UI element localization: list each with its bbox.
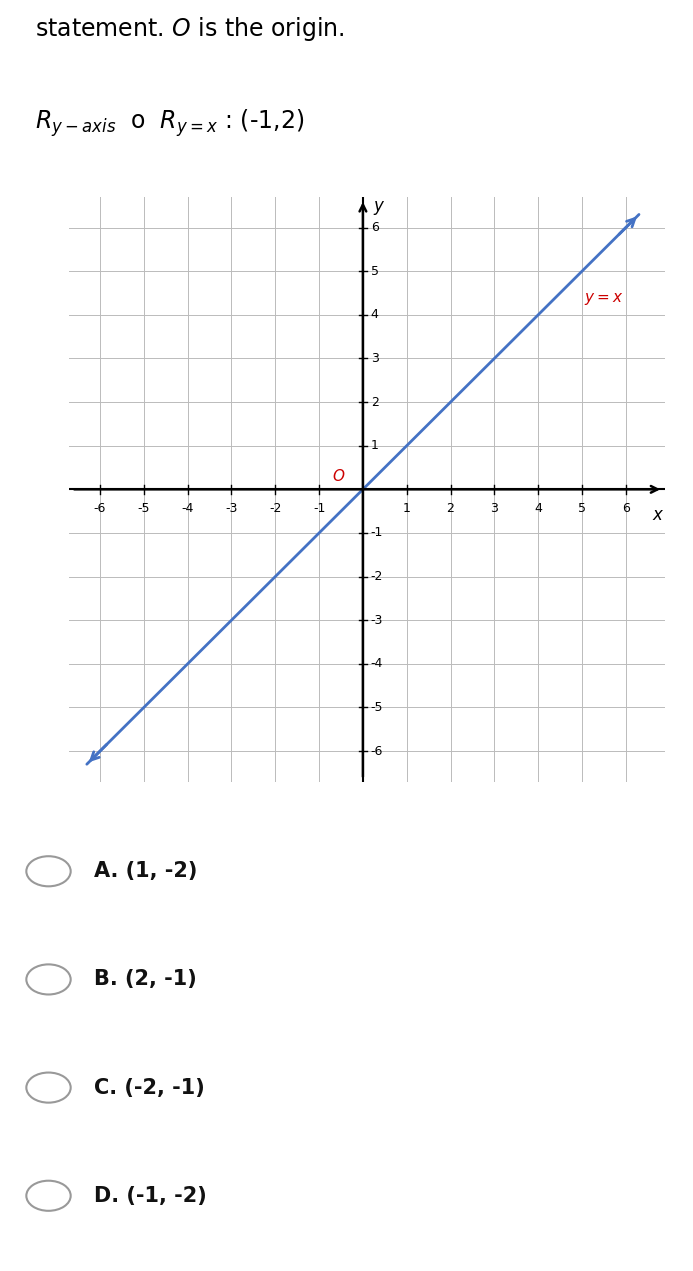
Text: -2: -2 — [269, 502, 281, 515]
Text: 6: 6 — [371, 221, 378, 234]
Text: 2: 2 — [446, 502, 455, 515]
Text: 1: 1 — [371, 440, 378, 452]
Text: 6: 6 — [622, 502, 630, 515]
Text: A. (1, -2): A. (1, -2) — [94, 862, 197, 881]
Text: $\mathit{R}_{y-\mathit{axis}}$  o  $\mathit{R}_{y=x}$ : (-1,2): $\mathit{R}_{y-\mathit{axis}}$ o $\mathi… — [35, 107, 304, 139]
Text: -5: -5 — [371, 702, 383, 714]
Text: $x$: $x$ — [653, 506, 665, 524]
Text: 5: 5 — [371, 264, 379, 277]
Text: $\mathit{O}$: $\mathit{O}$ — [332, 468, 346, 484]
Text: 2: 2 — [371, 395, 378, 408]
Text: -6: -6 — [371, 745, 383, 758]
Text: 3: 3 — [371, 352, 378, 365]
Text: -6: -6 — [94, 502, 106, 515]
Text: 4: 4 — [534, 502, 542, 515]
Text: statement. $\mathit{O}$ is the origin.: statement. $\mathit{O}$ is the origin. — [35, 15, 344, 43]
Text: -1: -1 — [313, 502, 325, 515]
Text: B. (2, -1): B. (2, -1) — [94, 970, 196, 989]
Text: $y$: $y$ — [373, 200, 385, 217]
Text: $y = x$: $y = x$ — [584, 291, 624, 306]
Text: -5: -5 — [137, 502, 150, 515]
Text: -4: -4 — [371, 657, 383, 670]
Text: 3: 3 — [491, 502, 498, 515]
Text: -4: -4 — [182, 502, 194, 515]
Text: 1: 1 — [403, 502, 411, 515]
Text: -2: -2 — [371, 571, 383, 583]
Text: 4: 4 — [371, 309, 378, 322]
Text: -1: -1 — [371, 526, 383, 539]
Text: 5: 5 — [578, 502, 586, 515]
Text: C. (-2, -1): C. (-2, -1) — [94, 1078, 204, 1098]
Text: -3: -3 — [371, 614, 383, 627]
Text: D. (-1, -2): D. (-1, -2) — [94, 1186, 207, 1206]
Text: -3: -3 — [225, 502, 238, 515]
